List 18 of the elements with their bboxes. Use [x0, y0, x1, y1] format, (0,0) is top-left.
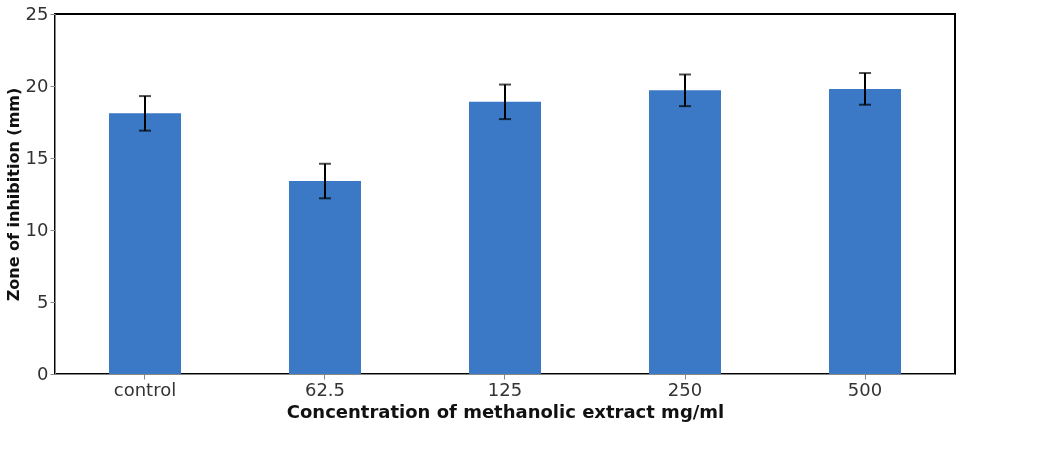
- bar: [829, 88, 901, 374]
- x-tick-label: 125: [487, 378, 523, 400]
- y-tick-label: 10: [25, 218, 49, 240]
- x-tick-label: 250: [667, 378, 703, 400]
- bar: [109, 113, 181, 374]
- bar: [289, 181, 361, 374]
- x-tick-label: control: [113, 378, 177, 400]
- y-axis-title: Zone of inhibition (mm): [3, 87, 23, 302]
- bar: [469, 101, 541, 374]
- x-axis-title: Concentration of methanolic extract mg/ml: [286, 400, 725, 422]
- y-tick-label: 0: [37, 362, 49, 384]
- x-tick-label: 500: [847, 378, 883, 400]
- y-tick-label: 20: [25, 74, 49, 96]
- y-tick-label: 5: [37, 290, 49, 312]
- y-tick-label: 15: [25, 146, 49, 168]
- y-tick-label: 25: [25, 2, 49, 24]
- x-tick-label: 62.5: [304, 378, 346, 400]
- bar: [649, 90, 721, 374]
